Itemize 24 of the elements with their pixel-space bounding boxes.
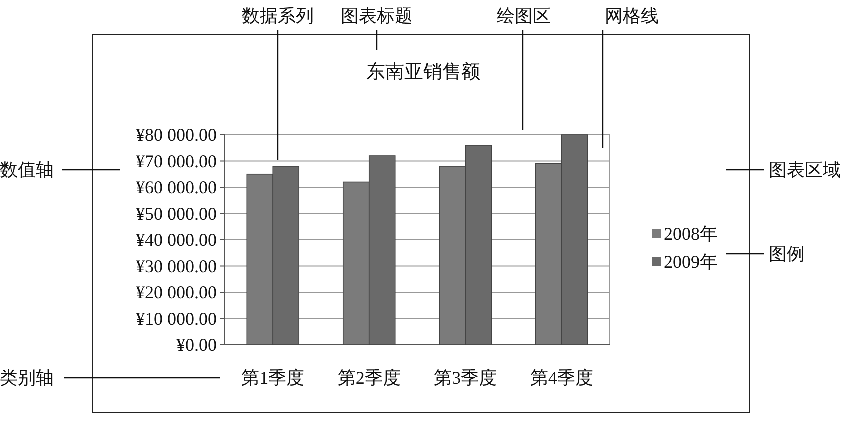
x-tick-label: 第3季度 (434, 368, 498, 388)
text: 图表标题 (341, 6, 413, 26)
x-tick-label: 第2季度 (338, 368, 401, 388)
y-tick-label: ¥60 000.00 (136, 178, 217, 198)
y-tick-label: ¥20 000.00 (136, 282, 217, 302)
legend-label: 2009年 (664, 252, 718, 272)
text: 类别轴 (0, 368, 54, 388)
y-tick-label: ¥80 000.00 (136, 125, 217, 145)
y-tick-label: ¥50 000.00 (136, 204, 217, 224)
y-tick-label: ¥40 000.00 (136, 230, 217, 250)
text: 绘图区 (497, 6, 551, 26)
chart-title: 东南亚销售额 (366, 61, 480, 83)
text: 网格线 (605, 6, 659, 26)
x-tick-label: 第4季度 (530, 368, 594, 388)
y-tick-label: ¥0.00 (176, 335, 217, 355)
text: 图例 (769, 244, 805, 264)
text: 图表区域 (769, 160, 841, 180)
y-tick-label: ¥30 000.00 (136, 256, 217, 276)
legend-label: 2008年 (664, 224, 718, 244)
y-tick-label: ¥10 000.00 (136, 308, 217, 329)
text: 数据系列 (242, 6, 314, 26)
x-tick-label: 第1季度 (242, 368, 305, 388)
y-tick-label: ¥70 000.00 (136, 151, 217, 172)
text: 数值轴 (0, 160, 54, 180)
